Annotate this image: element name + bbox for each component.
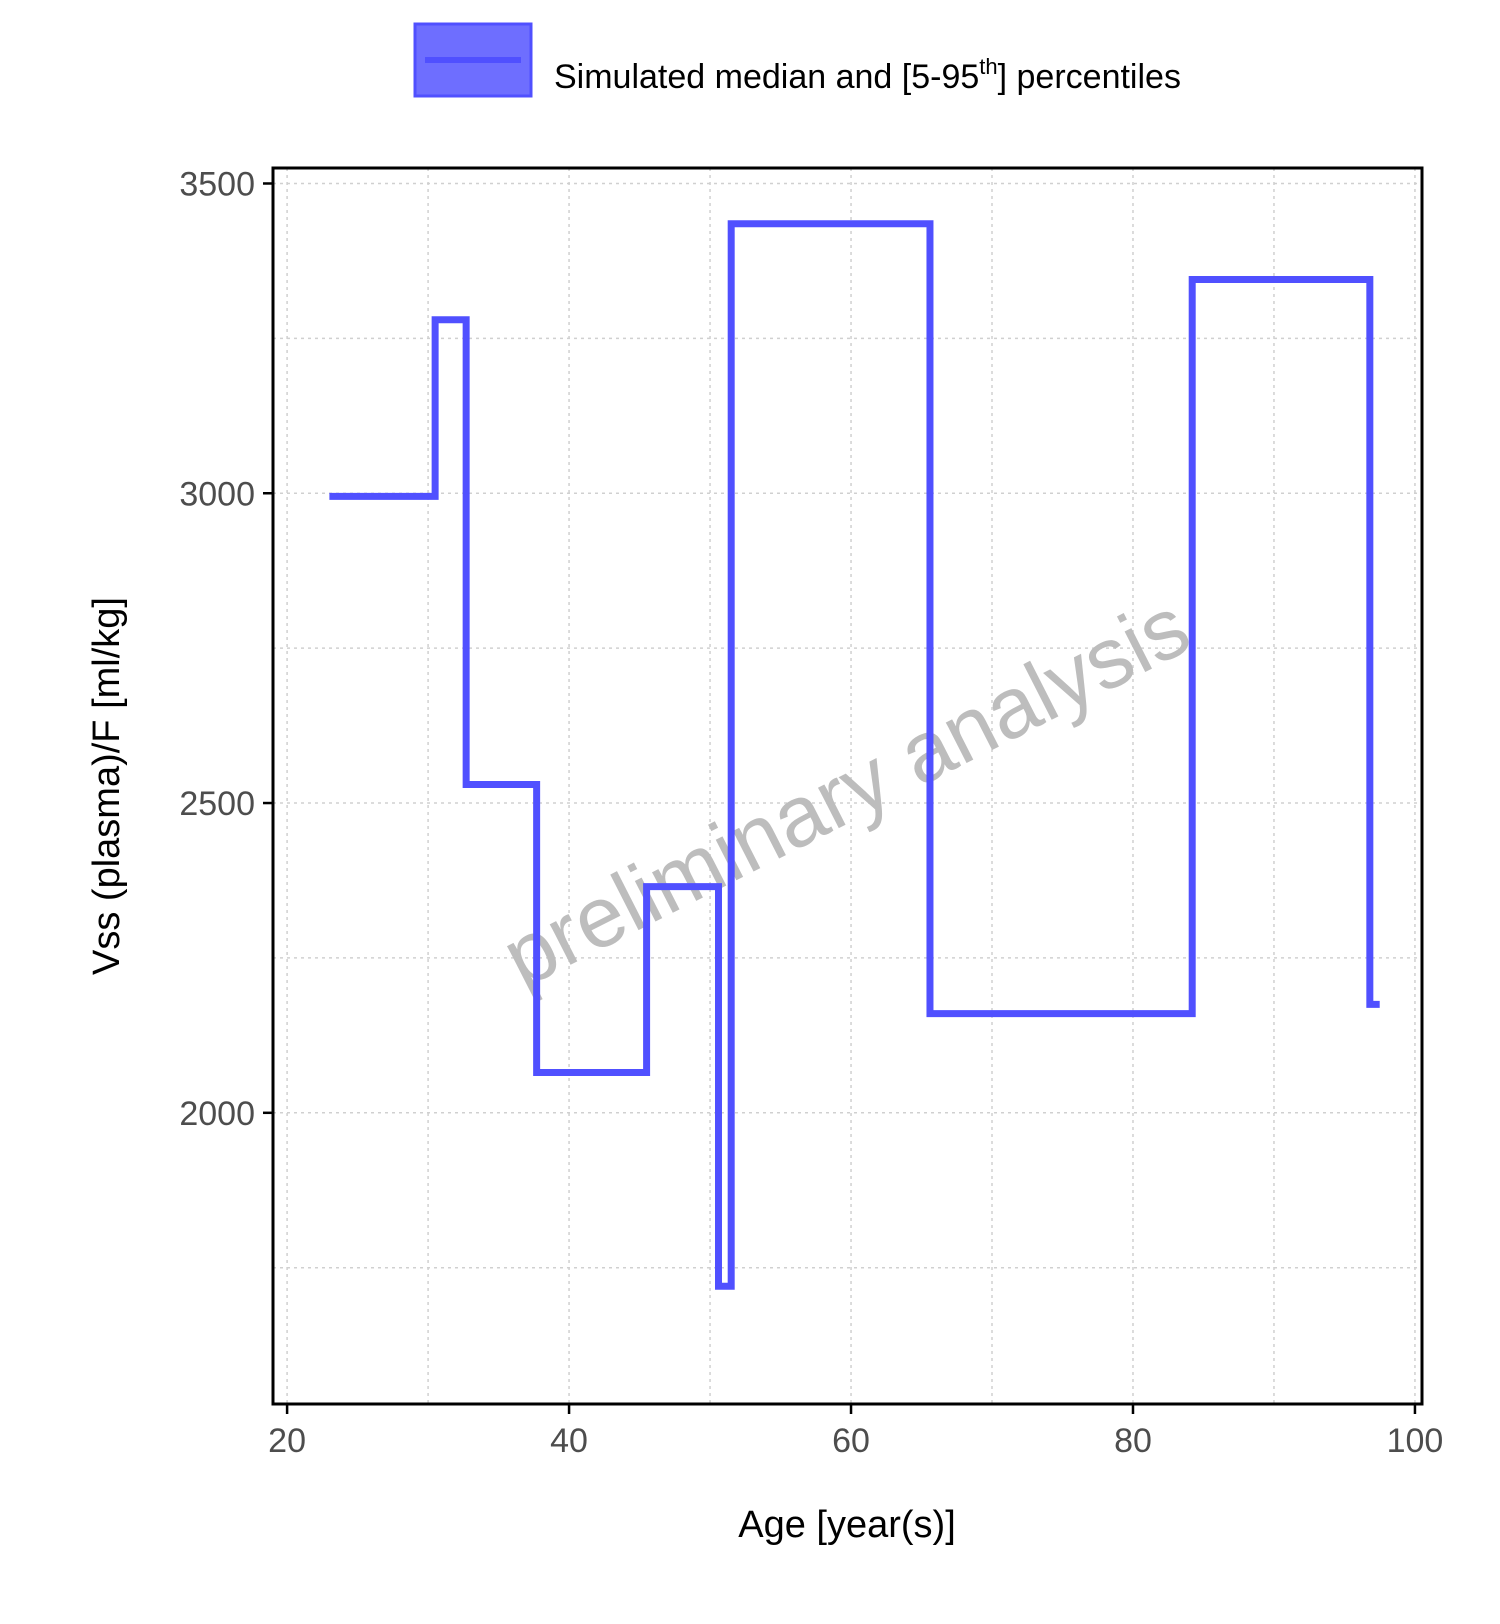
x-tick-label: 80 bbox=[1114, 1422, 1152, 1460]
y-tick-label: 3000 bbox=[179, 475, 255, 513]
legend: Simulated median and [5-95th] percentile… bbox=[413, 22, 1181, 98]
legend-label: Simulated median and [5-95th] percentile… bbox=[554, 54, 1181, 96]
series-group bbox=[329, 220, 1380, 1290]
x-tick-label: 40 bbox=[550, 1422, 588, 1460]
series-line bbox=[329, 220, 1380, 1290]
y-tick-label: 2500 bbox=[179, 785, 255, 823]
legend-label-main: Simulated median and [5-95 bbox=[554, 58, 979, 96]
y-axis: 2000 2500 3000 3500 bbox=[179, 165, 273, 1133]
x-tick-label: 20 bbox=[268, 1422, 306, 1460]
legend-label-end: ] percentiles bbox=[998, 58, 1181, 96]
plot-border bbox=[271, 166, 1424, 1406]
y-tick-label: 2000 bbox=[179, 1095, 255, 1133]
legend-label-superscript: th bbox=[979, 54, 997, 79]
x-axis-title: Age [year(s)] bbox=[738, 1504, 956, 1546]
y-tick-label: 3500 bbox=[179, 165, 255, 203]
y-axis-title: Vss (plasma)/F [ml/kg] bbox=[86, 597, 128, 975]
x-tick-label: 100 bbox=[1387, 1422, 1444, 1460]
watermark: preliminary analysis bbox=[488, 578, 1204, 1006]
x-axis: 20 40 60 80 100 bbox=[268, 1404, 1443, 1460]
x-tick-label: 60 bbox=[832, 1422, 870, 1460]
